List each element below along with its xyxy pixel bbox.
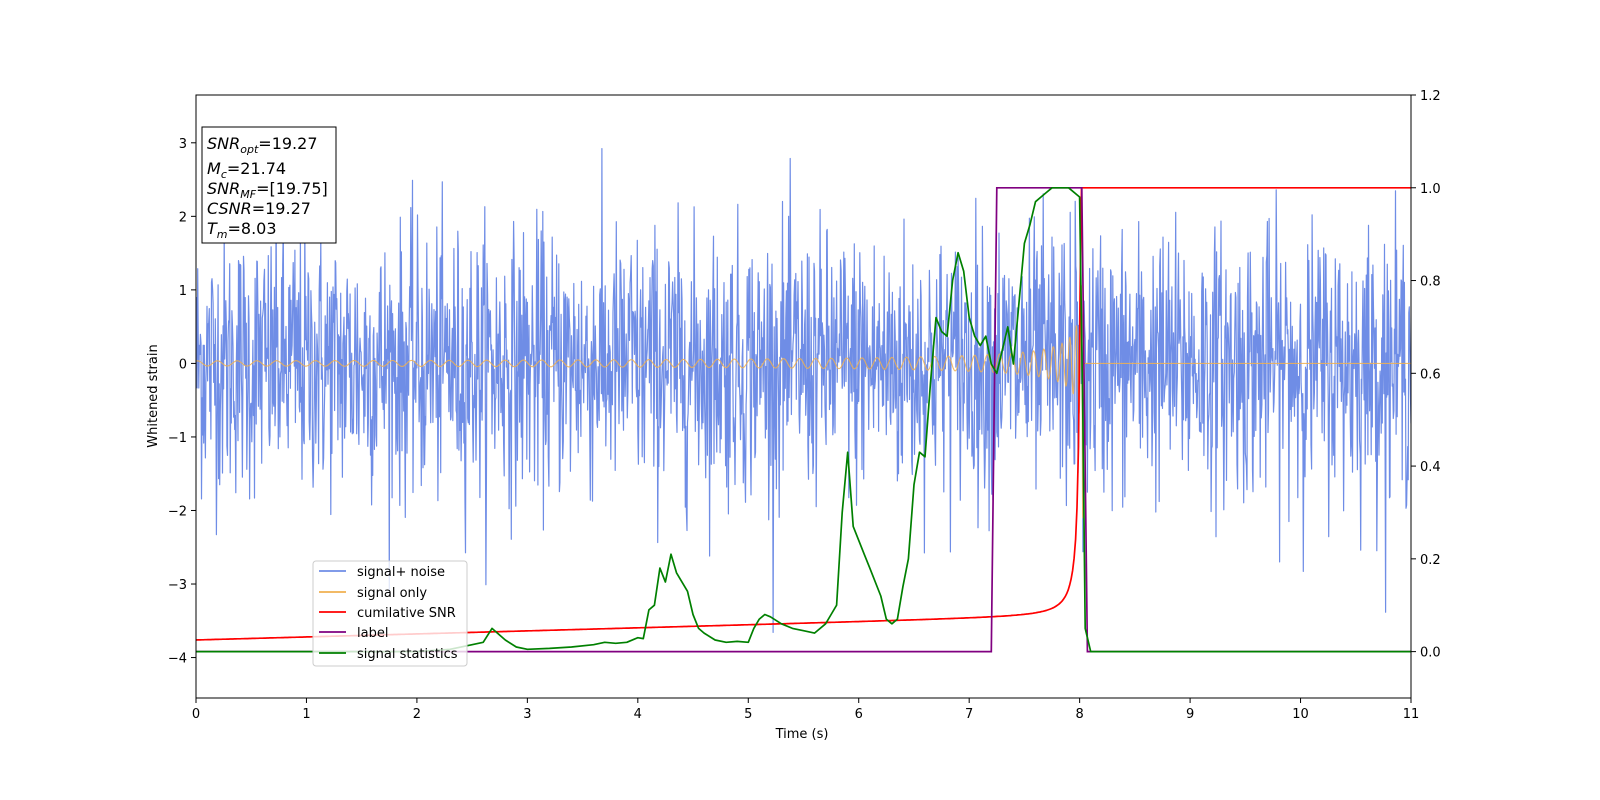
legend-item-cumulative-snr: cumilative SNR <box>319 606 456 621</box>
info-tm-value: =8.03 <box>228 219 277 238</box>
info-csnr: CSNR=19.27 <box>207 199 311 218</box>
x-tick-label: 3 <box>523 707 531 722</box>
signal-only-line <box>196 285 1411 519</box>
y-axis-label: Whitened strain <box>146 344 161 447</box>
y-left-tick-label: −3 <box>168 578 187 593</box>
y-right-tick-label: 0.6 <box>1420 367 1441 382</box>
x-axis: 0 1 2 3 4 5 6 7 8 9 10 11 <box>192 698 1419 722</box>
y-left-tick-label: 3 <box>179 137 187 152</box>
info-snr-mf: SNRMF=[19.75] <box>207 179 328 201</box>
x-tick-label: 5 <box>744 707 752 722</box>
legend-item-signal-statistics: signal statistics <box>319 647 458 662</box>
legend-label-signal-noise: signal+ noise <box>357 565 445 580</box>
signal-noise-line <box>196 148 1411 633</box>
y-right-tick-label: 0.8 <box>1420 275 1441 290</box>
x-tick-label: 7 <box>965 707 973 722</box>
x-tick-label: 10 <box>1292 707 1309 722</box>
y-right-tick-label: 0.4 <box>1420 460 1441 475</box>
legend-label-signal-statistics: signal statistics <box>357 647 458 662</box>
x-tick-label: 1 <box>302 707 310 722</box>
info-snr-opt: SNRopt=19.27 <box>207 134 318 156</box>
y-right-tick-label: 1.2 <box>1420 89 1441 104</box>
y-left-tick-label: −4 <box>168 652 187 667</box>
info-box: SNRopt=19.27 Mc=21.74 SNRMF=[19.75] CSNR… <box>201 126 337 244</box>
info-csnr-value: =19.27 <box>252 199 311 218</box>
x-tick-label: 6 <box>855 707 863 722</box>
x-tick-label: 11 <box>1403 707 1420 722</box>
y-axis-left: 3 2 1 0 −1 −2 −3 −4 <box>168 137 196 667</box>
info-snr-opt-value: =19.27 <box>258 134 317 153</box>
y-left-tick-label: 2 <box>179 210 187 225</box>
x-tick-label: 4 <box>634 707 642 722</box>
legend-label-cumulative-snr: cumilative SNR <box>357 606 456 621</box>
y-right-tick-label: 0.2 <box>1420 553 1441 568</box>
y-axis-right: 1.2 1.0 0.8 0.6 0.4 0.2 0.0 <box>1411 89 1441 661</box>
info-mc-value: =21.74 <box>227 159 286 178</box>
x-tick-label: 2 <box>413 707 421 722</box>
y-left-tick-label: −1 <box>168 431 187 446</box>
y-left-tick-label: 0 <box>179 357 187 372</box>
legend-label-label: label <box>357 626 388 641</box>
x-tick-label: 0 <box>192 707 200 722</box>
plot-frame <box>195 94 1412 699</box>
x-tick-label: 9 <box>1186 707 1194 722</box>
y-left-tick-label: 1 <box>179 284 187 299</box>
info-tm: Tm=8.03 <box>207 219 277 241</box>
info-mc: Mc=21.74 <box>207 159 286 181</box>
y-right-tick-label: 1.0 <box>1420 182 1441 197</box>
y-right-tick-label: 0.0 <box>1420 646 1441 661</box>
legend-item-signal-only: signal only <box>319 586 427 601</box>
legend-item-label: label <box>319 626 388 641</box>
info-snr-mf-value: =[19.75] <box>256 179 328 198</box>
x-axis-label: Time (s) <box>775 727 829 742</box>
legend-item-signal-noise: signal+ noise <box>319 565 445 580</box>
legend-label-signal-only: signal only <box>357 586 427 601</box>
legend: signal+ noise signal only cumilative SNR… <box>312 560 468 667</box>
signal-statistics-line <box>196 186 1411 653</box>
y-left-tick-label: −2 <box>168 504 187 519</box>
x-tick-label: 8 <box>1075 707 1083 722</box>
